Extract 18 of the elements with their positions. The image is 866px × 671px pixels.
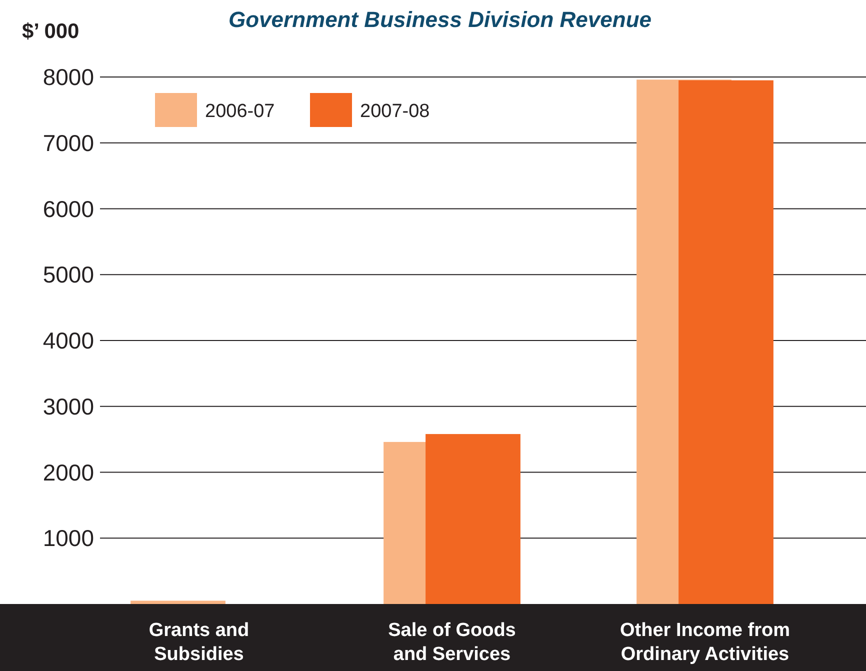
x-tick-label: Sale of Goods and Services: [388, 620, 516, 665]
y-axis-title: $’ 000: [22, 20, 80, 43]
y-tick-label: 5000: [42, 262, 94, 288]
y-tick-label: 6000: [42, 196, 94, 222]
legend-label: 2006-07: [205, 101, 275, 122]
bar: [678, 80, 774, 604]
legend-label: 2007-08: [360, 101, 430, 122]
y-tick-label: 2000: [42, 459, 94, 486]
y-tick-label: 4000: [42, 328, 94, 354]
y-tick-label: 1000: [42, 525, 94, 552]
y-tick-label: 3000: [42, 393, 94, 420]
chart-title: Government Business Division Revenue: [228, 7, 652, 32]
y-tick-label: 8000: [42, 64, 94, 90]
x-tick-label: Grants and Subsidies: [148, 620, 250, 665]
y-tick-label: 7000: [42, 130, 94, 156]
bar: [426, 434, 520, 604]
x-tick-label: Other Income from Ordinary Activities: [620, 620, 790, 665]
bar: [130, 600, 226, 604]
